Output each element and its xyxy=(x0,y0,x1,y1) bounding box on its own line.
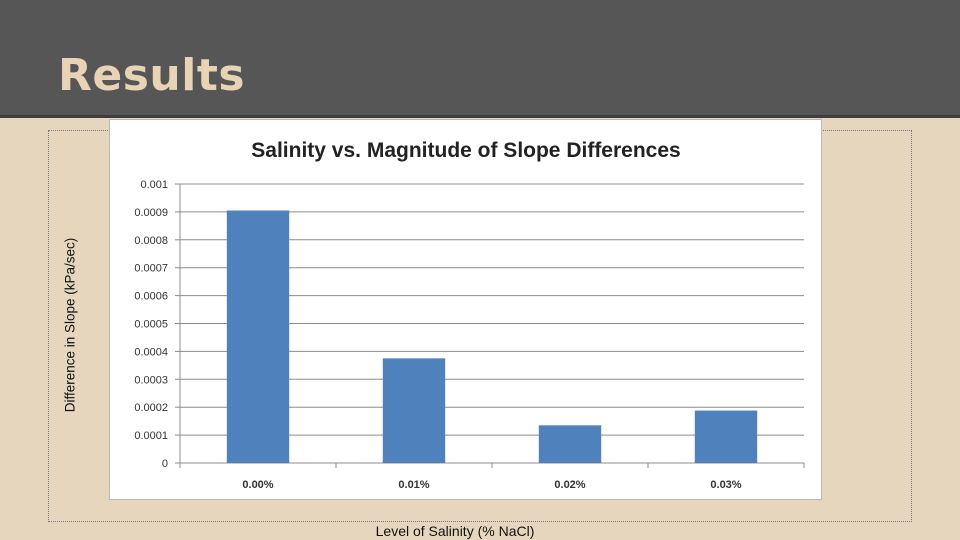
y-tick-label: 0.001 xyxy=(140,179,168,191)
slide-title: Results xyxy=(58,50,246,101)
y-tick-labels: 0 0.0001 0.0002 0.0003 0.0004 0.0005 0.0006 0.0… xyxy=(134,179,168,470)
x-tick-label: 0.03% xyxy=(710,479,741,491)
chart-title: Salinity vs. Magnitude of Slope Differen… xyxy=(251,139,680,162)
y-tick-label: 0.0006 xyxy=(134,291,168,303)
y-tick-label: 0.0004 xyxy=(134,346,168,358)
x-tick-label: 0.02% xyxy=(554,479,585,491)
y-tick-label: 0.0001 xyxy=(134,430,168,442)
y-tick-label: 0.0009 xyxy=(134,207,168,219)
x-tick-label: 0.01% xyxy=(398,479,429,491)
bar xyxy=(226,210,290,463)
y-tick-label: 0.0002 xyxy=(134,402,168,414)
y-tick-label: 0.0007 xyxy=(134,263,168,275)
y-tick-label: 0 xyxy=(162,458,168,470)
chart-bars xyxy=(226,210,758,463)
slide-header xyxy=(0,0,960,118)
bar xyxy=(382,358,446,463)
y-tick-label: 0.0003 xyxy=(134,374,168,386)
x-tick-label: 0.00% xyxy=(242,479,273,491)
x-tick-labels: 0.00% 0.01% 0.02% 0.03% xyxy=(179,463,805,491)
bar xyxy=(538,425,602,463)
y-tick-label: 0.0008 xyxy=(134,235,168,247)
bar xyxy=(694,410,758,463)
y-tick-label: 0.0005 xyxy=(134,319,168,331)
x-axis-label: Level of Salinity (% NaCl) xyxy=(375,523,535,539)
